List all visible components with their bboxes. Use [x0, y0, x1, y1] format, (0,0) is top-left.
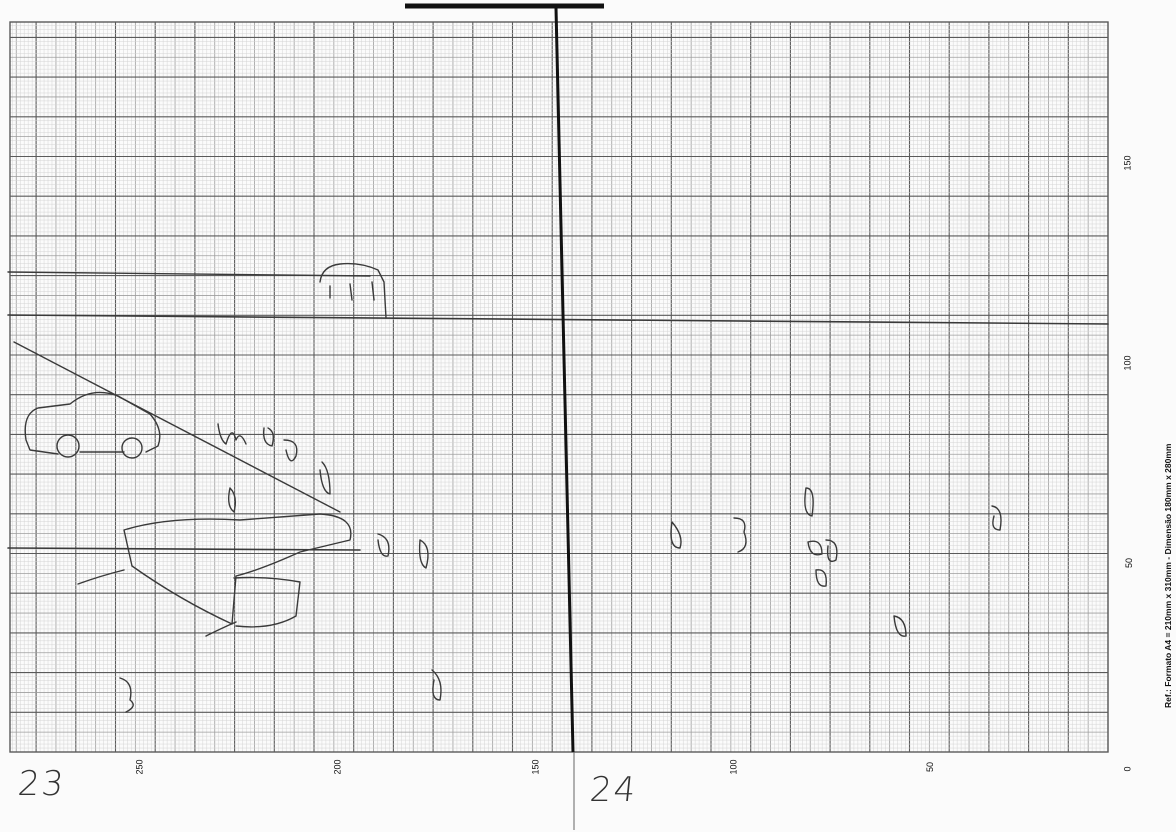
diagonal-line [13, 341, 341, 513]
mark-12 [804, 487, 814, 517]
mark-17 [893, 615, 907, 637]
mark-1 [217, 423, 247, 445]
axis-right-label-150: 150 [1122, 155, 1133, 171]
axis-bottom-label-100: 100 [728, 759, 739, 775]
mark-7 [418, 539, 429, 569]
sheet-number-right: 24 [587, 770, 640, 810]
mark-11 [733, 517, 747, 553]
mark-4 [319, 461, 331, 495]
mark-5 [227, 487, 237, 513]
grid-frame [9, 21, 1109, 753]
mark-10 [670, 521, 682, 549]
mark-13 [807, 540, 823, 556]
axis-bottom-label-150: 150 [530, 759, 541, 775]
ruled-line-long [7, 314, 1109, 325]
paper-format-reference: Ref.: Formato A4 = 210mm x 310mm - Dimen… [1163, 443, 1173, 708]
axis-right-label-100: 100 [1122, 355, 1133, 371]
axis-bottom-label-200: 200 [332, 759, 343, 775]
car-sketch [24, 391, 161, 455]
boat-bow-sketch [77, 569, 237, 637]
center-fold-line [554, 7, 575, 753]
boat-hull-sketch [123, 513, 352, 625]
axis-bottom-label-0: 0 [1122, 766, 1133, 772]
sheet-number-left: 23 [15, 764, 68, 804]
mark-9 [431, 669, 442, 701]
car-wheel-rear [121, 437, 143, 459]
axis-right-label-50: 50 [1124, 557, 1135, 569]
ruled-line-top [7, 271, 371, 277]
mark-6 [377, 533, 390, 557]
mark-14 [825, 539, 838, 563]
boat-stern-sketch [233, 576, 301, 628]
building-sketch [319, 262, 387, 319]
mark-16 [991, 505, 1002, 531]
axis-bottom-label-50: 50 [925, 761, 936, 773]
axis-bottom-label-250: 250 [134, 759, 145, 775]
ruled-line-left-lower [7, 547, 361, 551]
mark-3 [283, 439, 298, 462]
millimeter-grid [9, 21, 1109, 753]
mark-8 [119, 677, 134, 713]
car-wheel-front [56, 434, 80, 458]
pencil-sketch [7, 262, 1109, 713]
mark-15 [815, 569, 827, 587]
mark-2 [262, 427, 275, 447]
